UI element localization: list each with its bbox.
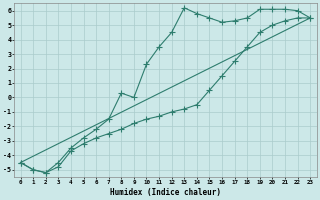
X-axis label: Humidex (Indice chaleur): Humidex (Indice chaleur) <box>110 188 221 197</box>
